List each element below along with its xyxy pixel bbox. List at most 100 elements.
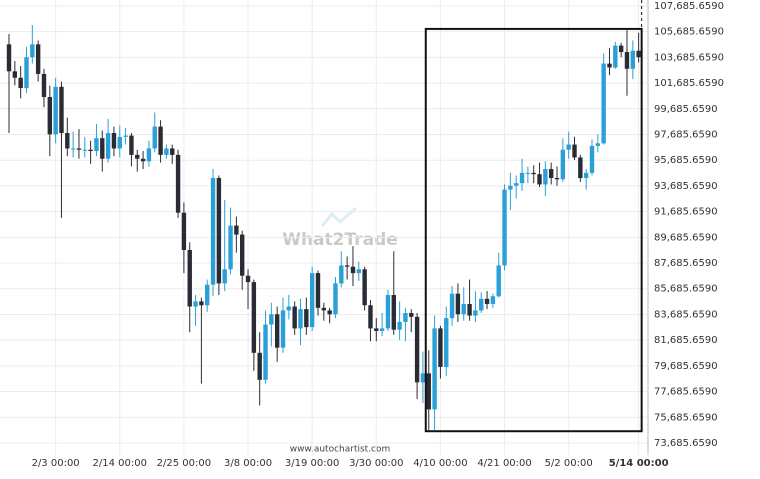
- candle-body: [111, 133, 117, 149]
- candle-body: [205, 284, 210, 306]
- candle-body: [304, 309, 309, 328]
- candle-body: [245, 275, 251, 283]
- footer: www.autochartist.com: [290, 445, 391, 455]
- x-tick-label: 4/21 00:00: [477, 458, 531, 469]
- candle-body: [327, 310, 332, 315]
- candle-body: [123, 135, 128, 137]
- candle-body: [350, 266, 356, 274]
- candle-body: [257, 352, 262, 380]
- y-tick-label: 107,685.6590: [654, 1, 724, 12]
- y-tick-label: 81,685.6590: [654, 335, 718, 346]
- candle-body: [65, 133, 70, 149]
- candle-body: [578, 157, 583, 179]
- candle-body: [240, 234, 245, 276]
- x-tick-label: 3/8 00:00: [224, 458, 272, 469]
- candle-body: [333, 283, 338, 315]
- candle-body: [251, 282, 257, 353]
- candle-body: [572, 144, 577, 158]
- candle-body: [525, 172, 531, 174]
- candle-body: [519, 172, 525, 184]
- y-tick-label: 95,685.6590: [654, 155, 718, 166]
- candle-body: [70, 148, 76, 150]
- candle-body: [379, 328, 385, 331]
- y-tick-label: 101,685.6590: [654, 78, 724, 89]
- candle-body: [146, 148, 152, 162]
- candle-body: [618, 45, 624, 53]
- candle-body: [35, 44, 41, 74]
- candle-body: [315, 273, 321, 308]
- watermark-icon: [320, 206, 357, 227]
- x-tick-label: 2/3 00:00: [32, 458, 80, 469]
- candle-body: [135, 154, 140, 159]
- candle-body: [601, 63, 606, 144]
- candle-body: [426, 373, 431, 410]
- candle-body: [234, 225, 239, 235]
- candle-body: [403, 312, 408, 322]
- candle-body: [479, 298, 484, 311]
- candle-body: [467, 303, 472, 316]
- x-tick-label: 2/25 00:00: [157, 458, 211, 469]
- candle-body: [53, 86, 58, 135]
- candle-body: [548, 169, 554, 179]
- candle-body: [531, 172, 536, 175]
- candle-body: [274, 314, 280, 348]
- candle-body: [292, 306, 297, 329]
- candle-body: [455, 293, 461, 315]
- candle-body: [199, 301, 204, 306]
- y-tick-label: 87,685.6590: [654, 258, 718, 269]
- candle-body: [216, 178, 222, 284]
- x-tick-label: 5/2 00:00: [545, 458, 593, 469]
- candle-body: [117, 136, 122, 149]
- candle-body: [12, 71, 18, 78]
- candle-body: [298, 309, 303, 329]
- candle-body: [630, 50, 636, 69]
- candle-body: [263, 324, 268, 380]
- candle-body: [339, 265, 344, 284]
- candle-body: [537, 174, 542, 185]
- candle-body: [280, 310, 286, 348]
- candle-body: [356, 269, 361, 274]
- y-tick-label: 93,685.6590: [654, 181, 718, 192]
- y-tick-label: 89,685.6590: [654, 232, 718, 243]
- candle-body: [414, 316, 420, 383]
- y-tick-label: 77,685.6590: [654, 387, 718, 398]
- watermark-logo: [320, 206, 357, 227]
- y-tick-label: 105,685.6590: [654, 27, 724, 38]
- y-tick-label: 83,685.6590: [654, 309, 718, 320]
- x-tick-label: 4/10 00:00: [413, 458, 467, 469]
- candle-body: [24, 57, 29, 89]
- candle-body: [496, 265, 501, 297]
- candle-body: [595, 143, 601, 146]
- candle-body: [187, 249, 192, 307]
- y-tick-label: 99,685.6590: [654, 104, 718, 115]
- candle-body: [82, 149, 87, 151]
- watermark: What2Trade: [282, 230, 398, 250]
- candle-body: [362, 269, 367, 306]
- candle-body: [490, 296, 496, 304]
- candle-body: [88, 149, 93, 152]
- candle-body: [222, 269, 227, 284]
- candle-body: [6, 44, 12, 72]
- candle-body: [385, 294, 391, 329]
- y-tick-label: 73,685.6590: [654, 438, 718, 449]
- y-tick-label: 97,685.6590: [654, 129, 718, 140]
- candle-body: [449, 293, 455, 319]
- candle-body: [105, 133, 111, 159]
- candle-body: [152, 126, 157, 149]
- candle-body: [309, 273, 315, 328]
- candle-body: [589, 145, 595, 173]
- candle-body: [94, 138, 99, 152]
- candle-body: [461, 303, 466, 315]
- candle-body: [508, 185, 513, 190]
- candle-body: [607, 63, 612, 68]
- candle-body: [59, 86, 64, 134]
- candle-body: [164, 148, 169, 155]
- candle-body: [554, 178, 560, 180]
- candle-body: [636, 50, 641, 58]
- y-tick-label: 91,685.6590: [654, 207, 718, 218]
- pattern-box: [424, 27, 643, 433]
- candle-body: [444, 318, 449, 367]
- x-tick-label: 5/14 00:00: [609, 458, 669, 469]
- x-tick-label: 2/14 00:00: [93, 458, 147, 469]
